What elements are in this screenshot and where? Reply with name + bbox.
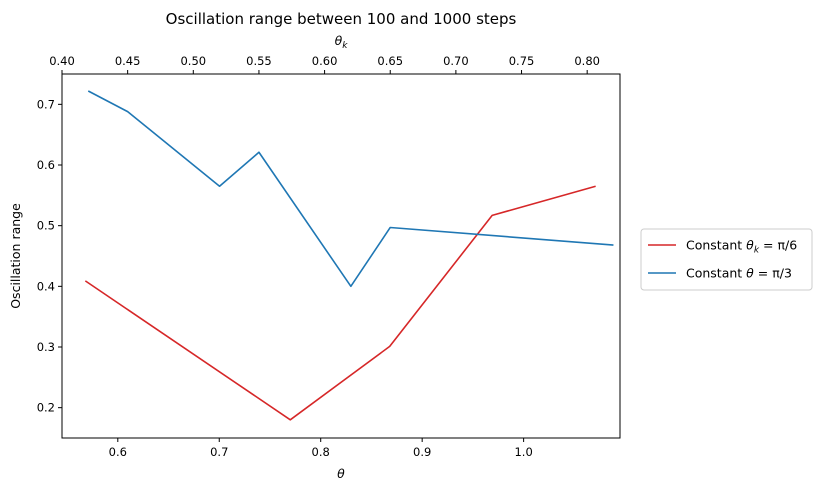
y-tick-label: 0.7: [37, 97, 55, 111]
x-axis-label-top-subscript: k: [342, 41, 348, 51]
legend-label-1: Constant θ = π/3: [686, 266, 792, 281]
legend-label-prefix: Constant: [686, 238, 746, 253]
legend-label-prefix: Constant: [686, 266, 746, 281]
legend-label-subscript: k: [754, 246, 760, 256]
x-bottom-tick-label: 0.7: [210, 445, 228, 459]
x-top-tick-label: 0.60: [312, 54, 338, 68]
y-tick-label: 0.5: [37, 219, 55, 233]
y-tick-label: 0.4: [37, 279, 55, 293]
x-axis-label-bottom: θ: [337, 466, 345, 481]
legend-label-symbol: θ: [746, 266, 754, 281]
y-axis-label: Oscillation range: [8, 203, 23, 309]
x-bottom-tick-label: 0.8: [312, 445, 330, 459]
legend-label-symbol: θ: [746, 238, 754, 253]
legend-box: [640, 228, 813, 291]
y-tick-label: 0.3: [37, 340, 55, 354]
x-top-tick-label: 0.80: [574, 54, 600, 68]
x-axis-label-top: θk: [335, 33, 349, 51]
x-bottom-tick-label: 1.0: [514, 445, 532, 459]
x-bottom-tick-label: 0.9: [413, 445, 431, 459]
legend-label-0: Constant θk = π/6: [686, 238, 797, 256]
x-top-tick-label: 0.65: [377, 54, 403, 68]
legend-label-suffix: = π/6: [759, 238, 797, 253]
x-bottom-tick-label: 0.6: [109, 445, 127, 459]
series-line-1: [87, 90, 614, 288]
x-top-tick-label: 0.75: [509, 54, 535, 68]
y-tick-label: 0.6: [37, 158, 55, 172]
plot-area: 0.6 0.7 0.8 0.9 1.0 0.40 0.45 0.50 0.55 0.60 0.65 0…: [8, 33, 621, 481]
x-top-tick-label: 0.50: [180, 54, 206, 68]
legend-label-suffix: = π/3: [754, 266, 792, 281]
x-top-tick-label: 0.55: [246, 54, 272, 68]
x-top-tick-label: 0.70: [443, 54, 469, 68]
x-top-tick-label: 0.45: [115, 54, 141, 68]
axes-frame: [61, 73, 621, 439]
x-axis-label-top-symbol: θ: [335, 33, 343, 48]
chart-title: Oscillation range between 100 and 1000 s…: [166, 10, 517, 28]
y-tick-label: 0.2: [37, 401, 55, 415]
x-top-tick-label: 0.40: [49, 54, 75, 68]
series-line-0: [84, 185, 596, 421]
